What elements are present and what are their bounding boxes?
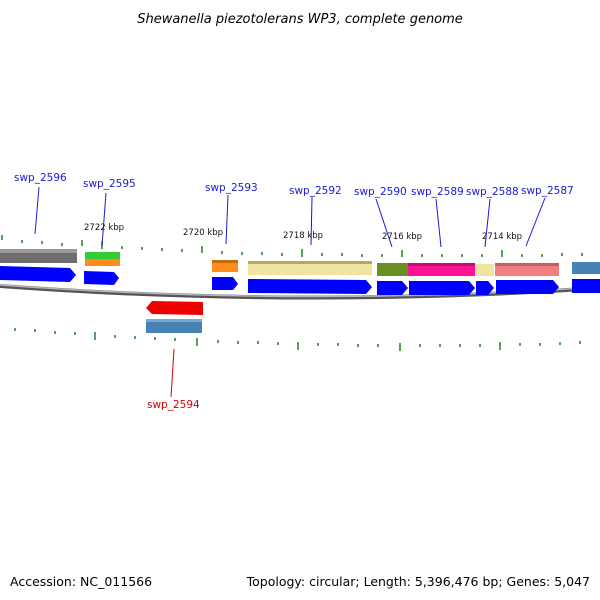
category-bar-pink[interactable]: [495, 263, 559, 276]
gene-label-swp-2589[interactable]: swp_2589: [411, 186, 464, 198]
gene-label-swp-2593[interactable]: swp_2593: [205, 182, 258, 194]
gene-label-swp-2596[interactable]: swp_2596: [14, 172, 67, 184]
kbp-label: 2722 kbp: [84, 223, 124, 233]
accession-text: Accession: NC_011566: [10, 574, 153, 589]
category-bar-magenta[interactable]: [408, 263, 475, 276]
category-bar-khaki-2588[interactable]: [475, 264, 494, 276]
gene-label-swp-2587[interactable]: swp_2587: [521, 185, 574, 197]
category-bar-olive[interactable]: [377, 263, 408, 276]
cds-arrow[interactable]: [377, 281, 408, 295]
leader-lines-forward: [34, 186, 546, 248]
kbp-label: 2714 kbp: [482, 232, 522, 242]
cds-arrow[interactable]: [212, 277, 238, 290]
cds-arrow[interactable]: [572, 279, 600, 293]
category-bar-steelblue-2594[interactable]: [146, 319, 202, 333]
gene-label-swp-2590[interactable]: swp_2590: [354, 186, 407, 198]
cds-forward-track: [0, 266, 600, 295]
kbp-label: 2718 kbp: [283, 231, 323, 241]
tick-row-lower: [14, 328, 581, 351]
cds-arrow[interactable]: [476, 281, 494, 295]
cds-arrow[interactable]: [84, 271, 119, 285]
category-bar-khaki[interactable]: [248, 261, 372, 275]
kbp-label: 2720 kbp: [183, 228, 223, 238]
gene-labels-forward: swp_2596 swp_2595 swp_2593 swp_2592 swp_…: [14, 172, 574, 198]
tick-row-upper: [1, 235, 583, 257]
gene-label-swp-2595[interactable]: swp_2595: [83, 178, 136, 190]
gene-label-swp-2592[interactable]: swp_2592: [289, 185, 342, 197]
topology-text: Topology: circular; Length: 5,396,476 bp…: [246, 574, 590, 589]
cds-arrow-reverse[interactable]: [146, 301, 203, 315]
category-bar-steelblue[interactable]: [572, 262, 600, 274]
category-bar-green[interactable]: [85, 252, 120, 259]
cds-arrow[interactable]: [0, 266, 76, 282]
cds-arrow[interactable]: [248, 279, 372, 294]
gene-label-swp-2594[interactable]: swp_2594: [147, 399, 200, 411]
leader-line-reverse: [170, 348, 175, 398]
gene-label-swp-2588[interactable]: swp_2588: [466, 186, 519, 198]
cds-arrow[interactable]: [409, 281, 475, 295]
map-title: Shewanella piezotolerans WP3, complete g…: [137, 12, 463, 27]
category-track: [0, 249, 600, 276]
cds-arrow[interactable]: [496, 280, 559, 294]
category-bar-orange[interactable]: [85, 259, 120, 266]
kbp-label: 2716 kbp: [382, 232, 422, 242]
